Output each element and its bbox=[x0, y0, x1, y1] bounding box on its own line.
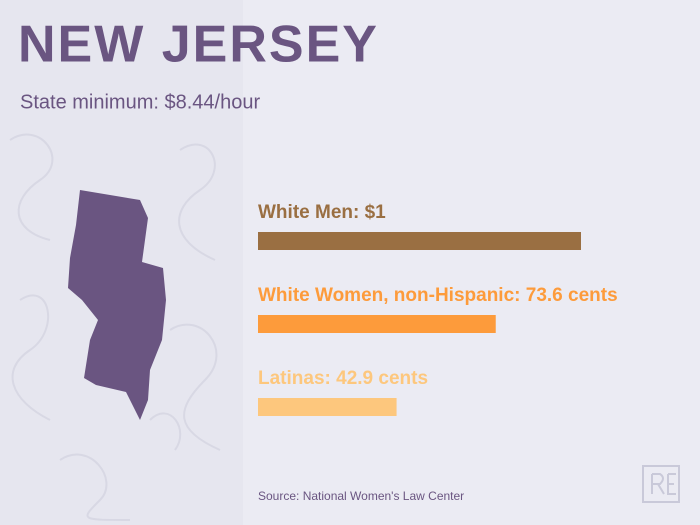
topo-line bbox=[178, 143, 216, 261]
bar bbox=[258, 315, 496, 333]
subtitle: State minimum: $8.44/hour bbox=[20, 91, 260, 113]
logo-frame bbox=[642, 465, 680, 503]
state-shape bbox=[68, 190, 166, 420]
topo-pattern bbox=[9, 133, 221, 521]
bar bbox=[258, 398, 397, 416]
source: Source: National Women's Law Center bbox=[258, 489, 464, 503]
bar-label: Latinas: 42.9 cents bbox=[258, 368, 428, 389]
topo-line bbox=[169, 323, 221, 451]
bar-label: White Men: $1 bbox=[258, 202, 386, 223]
topo-line bbox=[11, 294, 51, 421]
topo-line bbox=[59, 453, 131, 521]
bar bbox=[258, 232, 581, 250]
topo-line bbox=[9, 133, 54, 241]
logo-mark bbox=[651, 473, 676, 495]
topo-line bbox=[149, 412, 182, 451]
title: NEW JERSEY bbox=[18, 16, 379, 74]
bar-label: White Women, non-Hispanic: 73.6 cents bbox=[258, 285, 618, 306]
logo bbox=[642, 465, 680, 503]
